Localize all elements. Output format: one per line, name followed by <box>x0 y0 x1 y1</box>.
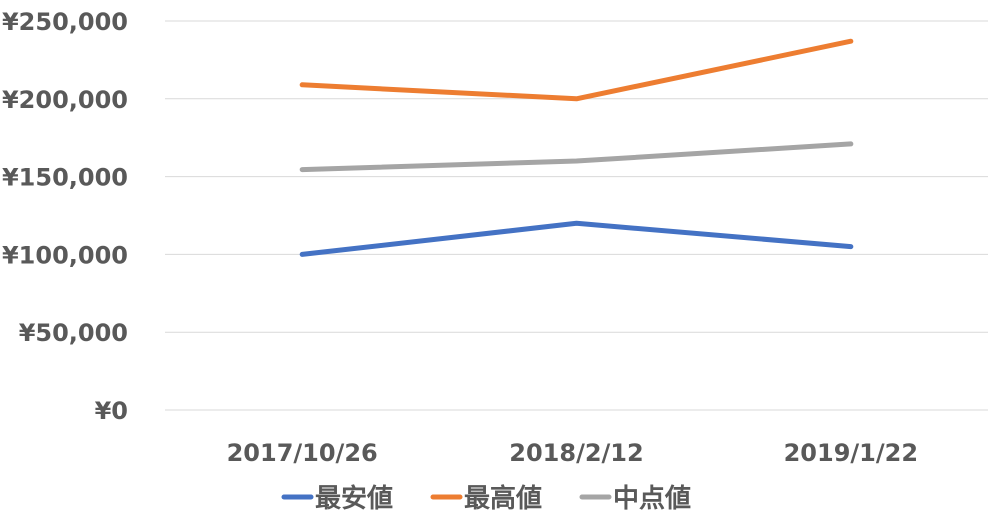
x-tick-label: 2019/1/22 <box>784 439 918 467</box>
legend: 最安値 最高値 中点値 <box>281 483 691 514</box>
series-line <box>299 220 854 257</box>
legend-label: 最高値 <box>464 483 542 514</box>
y-axis-tick-labels: ¥0 ¥50,000 ¥100,000 ¥150,000 ¥200,000 ¥250,00… <box>2 8 128 425</box>
y-tick-label: ¥50,000 <box>19 319 128 347</box>
x-axis-tick-labels: 2017/10/26 2018/2/12 2019/1/22 <box>227 439 918 467</box>
y-tick-label: ¥200,000 <box>2 86 128 114</box>
y-tick-label: ¥100,000 <box>2 241 128 269</box>
x-tick-label: 2017/10/26 <box>227 439 378 467</box>
gridlines <box>165 20 988 411</box>
y-tick-label: ¥250,000 <box>2 8 128 36</box>
y-tick-label: ¥0 <box>95 397 128 425</box>
legend-label: 最安値 <box>315 484 393 514</box>
series-line <box>299 141 854 173</box>
x-tick-label: 2018/2/12 <box>509 439 643 467</box>
legend-label: 中点値 <box>613 483 691 514</box>
series-line <box>299 38 854 102</box>
series-lines <box>299 38 854 257</box>
y-tick-label: ¥150,000 <box>2 164 128 192</box>
